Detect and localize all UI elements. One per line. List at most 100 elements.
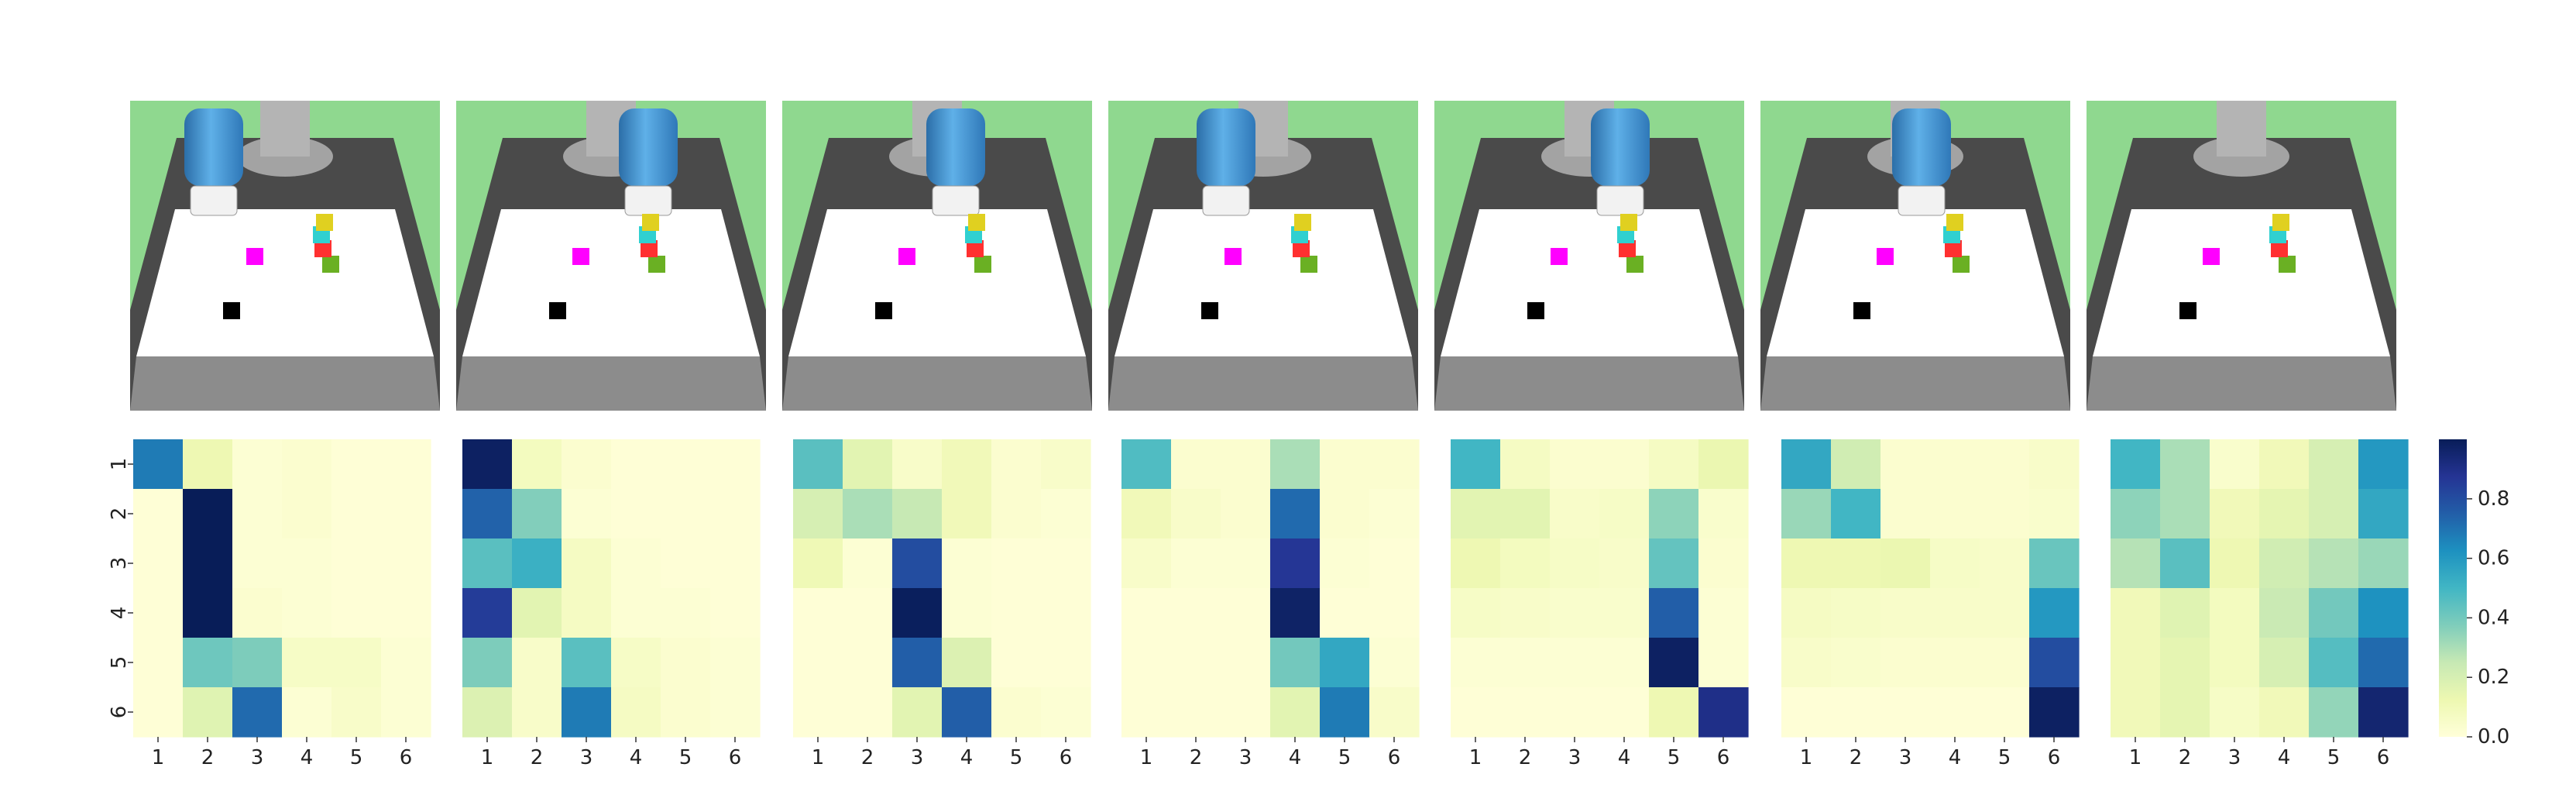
- heatmap-cell: [2358, 489, 2409, 539]
- block: [1224, 248, 1242, 265]
- block: [1626, 256, 1643, 273]
- heatmap-cell: [1221, 588, 1271, 638]
- heatmap-cell: [1831, 687, 1881, 738]
- x-tick-label: 5: [1998, 746, 2011, 769]
- x-tick-label: 4: [1618, 746, 1631, 769]
- table-top: [1115, 209, 1412, 356]
- heatmap-cell: [1500, 588, 1551, 638]
- heatmap-cell: [1121, 489, 1172, 539]
- heatmap-cell: [1451, 588, 1501, 638]
- heatmap-cell: [1221, 489, 1271, 539]
- robot-arm-link: [1892, 108, 1951, 186]
- robot-gripper: [1596, 185, 1644, 216]
- heatmap-cell: [942, 538, 992, 589]
- block: [2203, 248, 2220, 265]
- heatmap-cell: [942, 638, 992, 688]
- heatmap-cell: [611, 687, 661, 738]
- block: [641, 240, 658, 257]
- heatmap-cell: [1500, 538, 1551, 589]
- robot-gripper: [190, 185, 238, 216]
- heatmap-cell: [1171, 489, 1221, 539]
- heatmap-cell: [892, 588, 943, 638]
- heatmap-cell: [2358, 538, 2409, 589]
- heatmap-cell: [843, 538, 893, 589]
- heatmap-cell: [1599, 588, 1650, 638]
- heatmap-cell: [1930, 489, 1980, 539]
- heatmap-cell: [2358, 638, 2409, 688]
- heatmap-cell: [2358, 439, 2409, 490]
- x-tick-label: 5: [1338, 746, 1352, 769]
- heatmap-cell: [1171, 538, 1221, 589]
- block: [1620, 214, 1637, 231]
- heatmap-cell: [1221, 687, 1271, 738]
- heatmap-cell: [2259, 489, 2310, 539]
- heatmap-cell: [512, 588, 562, 638]
- heatmap-cell: [892, 638, 943, 688]
- block: [968, 214, 985, 231]
- heatmap-cell: [2160, 538, 2210, 589]
- heatmap-cell: [991, 687, 1042, 738]
- heatmap-cell: [793, 439, 843, 490]
- table-front: [1760, 356, 2070, 411]
- heatmap-cell: [331, 489, 382, 539]
- heatmap-cell: [1831, 439, 1881, 490]
- heatmap-cell: [1221, 538, 1271, 589]
- heatmap-cell: [462, 439, 513, 490]
- heatmap-cell: [512, 489, 562, 539]
- heatmap-cell: [1451, 439, 1501, 490]
- block: [549, 302, 566, 319]
- heatmap-cell: [381, 687, 431, 738]
- colorbar-tick-label: 0.8: [2478, 487, 2509, 511]
- heatmap-cell: [1121, 687, 1172, 738]
- heatmap-cell: [1698, 439, 1749, 490]
- heatmap-cell: [710, 638, 761, 688]
- y-tick-label: 1: [108, 458, 131, 471]
- x-tick-label: 2: [2179, 746, 2192, 769]
- heatmap-cell: [331, 687, 382, 738]
- table-top: [2093, 209, 2390, 356]
- heatmap-cell: [512, 687, 562, 738]
- heatmap-cell: [282, 489, 332, 539]
- heatmap-cell: [991, 538, 1042, 589]
- heatmap-cell: [282, 439, 332, 490]
- table-front: [1108, 356, 1418, 411]
- heatmap-cell: [1698, 538, 1749, 589]
- heatmap-cell: [1930, 687, 1980, 738]
- heatmap-cell: [2309, 439, 2359, 490]
- heatmap-cell: [1649, 439, 1699, 490]
- colorbar-tick-label: 0.4: [2478, 606, 2509, 629]
- heatmap-cell: [611, 489, 661, 539]
- x-tick-label: 3: [1899, 746, 1912, 769]
- heatmap-cell: [942, 489, 992, 539]
- heatmap-cell: [562, 638, 612, 688]
- heatmap-cell: [2111, 439, 2161, 490]
- heatmap-cell: [2259, 687, 2310, 738]
- x-tick-label: 5: [1010, 746, 1023, 769]
- robot-scene-panel: [130, 101, 440, 411]
- heatmap-cell: [2160, 687, 2210, 738]
- robot-arm-link: [1197, 108, 1255, 186]
- x-tick-label: 6: [2377, 746, 2390, 769]
- heatmap-cell: [793, 687, 843, 738]
- heatmap-cell: [1930, 538, 1980, 589]
- heatmap-cell: [2210, 638, 2260, 688]
- block: [1293, 240, 1310, 257]
- heatmap-cell: [2259, 439, 2310, 490]
- heatmap-cell: [1221, 638, 1271, 688]
- heatmap-cell: [1320, 588, 1370, 638]
- heatmap-cell: [562, 439, 612, 490]
- heatmap-cell: [1930, 439, 1980, 490]
- heatmap-cell: [1369, 588, 1420, 638]
- heatmap-cell: [1121, 538, 1172, 589]
- block: [572, 248, 589, 265]
- heatmap-cell: [2160, 588, 2210, 638]
- heatmap-cell: [562, 489, 612, 539]
- heatmap-cell: [462, 588, 513, 638]
- heatmap-cell: [611, 538, 661, 589]
- heatmap-cell: [942, 588, 992, 638]
- heatmap-cell: [1649, 538, 1699, 589]
- x-tick-label: 3: [911, 746, 924, 769]
- heatmap-cell: [611, 638, 661, 688]
- robot-arm-link: [926, 108, 985, 186]
